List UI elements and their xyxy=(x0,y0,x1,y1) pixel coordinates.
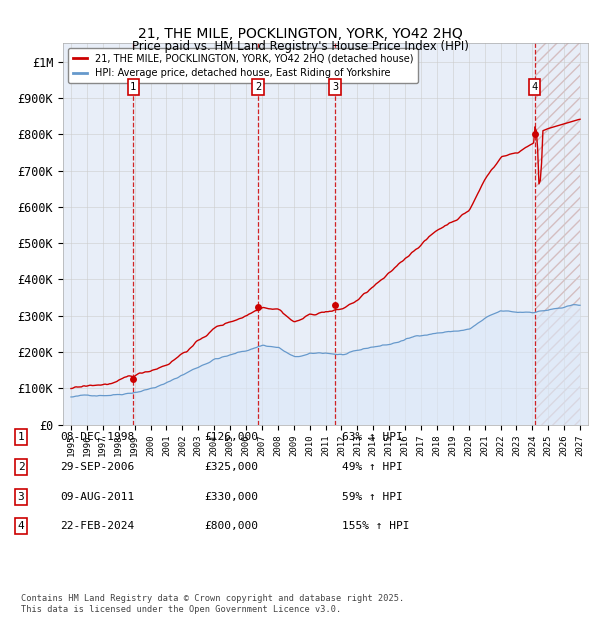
Legend: 21, THE MILE, POCKLINGTON, YORK, YO42 2HQ (detached house), HPI: Average price, : 21, THE MILE, POCKLINGTON, YORK, YO42 2H… xyxy=(68,48,418,83)
Text: 3: 3 xyxy=(332,82,338,92)
Text: £800,000: £800,000 xyxy=(204,521,258,531)
Text: £126,000: £126,000 xyxy=(204,432,258,442)
Text: 1: 1 xyxy=(17,432,25,442)
Text: 59% ↑ HPI: 59% ↑ HPI xyxy=(342,492,403,502)
Text: 2: 2 xyxy=(17,462,25,472)
Text: 3: 3 xyxy=(17,492,25,502)
Text: 1: 1 xyxy=(130,82,136,92)
Text: 2: 2 xyxy=(255,82,261,92)
Text: 29-SEP-2006: 29-SEP-2006 xyxy=(60,462,134,472)
Text: Contains HM Land Registry data © Crown copyright and database right 2025.
This d: Contains HM Land Registry data © Crown c… xyxy=(21,595,404,614)
Text: 63% ↑ HPI: 63% ↑ HPI xyxy=(342,432,403,442)
Text: 22-FEB-2024: 22-FEB-2024 xyxy=(60,521,134,531)
Text: 09-AUG-2011: 09-AUG-2011 xyxy=(60,492,134,502)
Text: 21, THE MILE, POCKLINGTON, YORK, YO42 2HQ: 21, THE MILE, POCKLINGTON, YORK, YO42 2H… xyxy=(137,27,463,41)
Text: 08-DEC-1998: 08-DEC-1998 xyxy=(60,432,134,442)
Text: 4: 4 xyxy=(532,82,538,92)
Text: 155% ↑ HPI: 155% ↑ HPI xyxy=(342,521,409,531)
Text: £330,000: £330,000 xyxy=(204,492,258,502)
Text: 4: 4 xyxy=(17,521,25,531)
Text: 49% ↑ HPI: 49% ↑ HPI xyxy=(342,462,403,472)
Text: £325,000: £325,000 xyxy=(204,462,258,472)
Text: Price paid vs. HM Land Registry's House Price Index (HPI): Price paid vs. HM Land Registry's House … xyxy=(131,40,469,53)
